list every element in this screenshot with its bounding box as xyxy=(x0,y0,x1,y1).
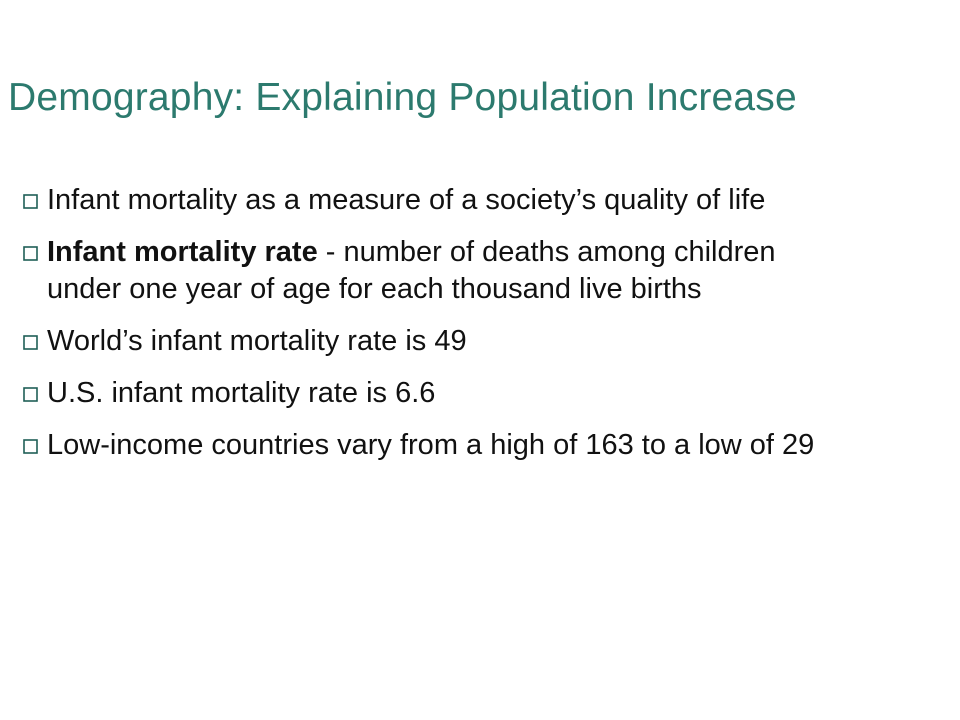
bullet-text: Low-income countries vary from a high of… xyxy=(47,429,815,461)
bullet-item: Infant mortality as a measure of a socie… xyxy=(22,182,842,219)
bullet-text: World’s infant mortality rate is 49 xyxy=(47,325,467,357)
bullet-text: Infant mortality as a measure of a socie… xyxy=(47,184,766,216)
bullet-term: Infant mortality rate xyxy=(47,236,318,268)
hollow-square-bullet-icon xyxy=(22,245,39,262)
bullet-item: Infant mortality rate - number of deaths… xyxy=(22,234,842,308)
bullet-text: U.S. infant mortality rate is 6.6 xyxy=(47,377,436,409)
bullet-item: U.S. infant mortality rate is 6.6 xyxy=(22,375,842,412)
hollow-square-bullet-icon xyxy=(22,193,39,210)
hollow-square-bullet-icon xyxy=(22,438,39,455)
slide-title: Demography: Explaining Population Increa… xyxy=(8,76,797,119)
hollow-square-bullet-icon xyxy=(22,386,39,403)
bullet-list: Infant mortality as a measure of a socie… xyxy=(22,182,842,479)
bullet-item: Low-income countries vary from a high of… xyxy=(22,427,842,464)
hollow-square-bullet-icon xyxy=(22,334,39,351)
bullet-item: World’s infant mortality rate is 49 xyxy=(22,323,842,360)
bullet-text: - number of deaths among children under … xyxy=(47,236,776,305)
